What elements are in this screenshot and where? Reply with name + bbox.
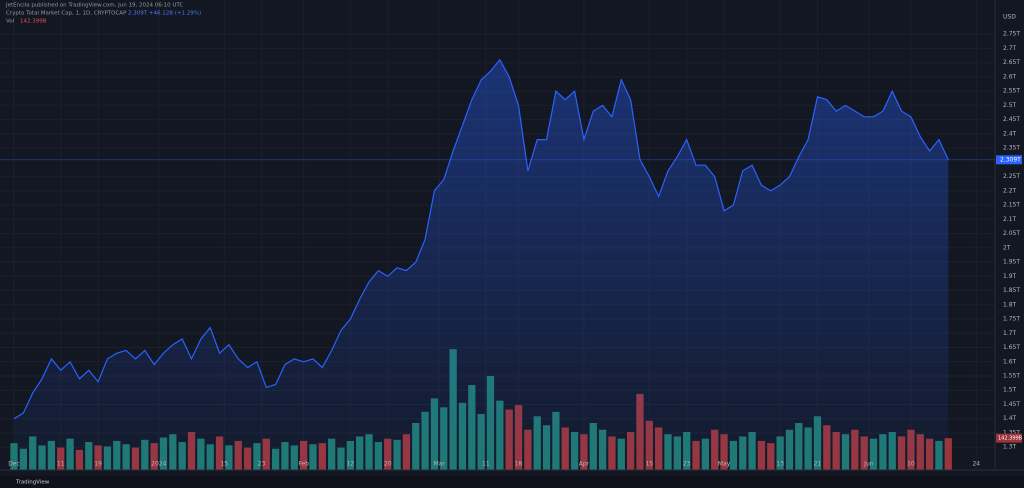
x-tick-label: Feb [298, 461, 309, 468]
last-volume-label: 142.399B [998, 436, 1023, 442]
x-tick-label: Jun [863, 461, 874, 468]
y-tick-label: 2.1T [1003, 216, 1017, 223]
x-tick-label: 2024 [151, 461, 166, 468]
volume-legend: Vol [6, 19, 15, 25]
footer-brand: TradingView [15, 480, 50, 486]
chart-title: Crypto Total Market Cap, 1, 1D, CRYPTOCA… [6, 11, 127, 17]
y-tick-label: 2.25T [1003, 173, 1020, 180]
x-tick-label: 20 [384, 461, 392, 468]
y-unit: USD [1003, 14, 1016, 21]
y-tick-label: 2.45T [1003, 116, 1020, 123]
x-tick-label: 23 [683, 461, 691, 468]
x-tick-label: Apr [579, 461, 590, 468]
x-tick-label: 19 [94, 461, 102, 468]
y-tick-label: 1.95T [1003, 259, 1020, 266]
last-volume-box [996, 433, 1022, 443]
y-tick-label: 2.05T [1003, 230, 1020, 237]
publisher: JetEncila published on TradingView.com, … [5, 3, 183, 9]
y-tick-label: 1.75T [1003, 316, 1020, 323]
y-tick-label: 2.15T [1003, 202, 1020, 209]
x-tick-label: 12 [347, 461, 355, 468]
x-tick-label: Dec [8, 461, 20, 468]
x-tick-label: 15 [645, 461, 653, 468]
y-tick-label: 2.4T [1003, 130, 1017, 137]
y-tick-label: 2.6T [1003, 73, 1017, 80]
y-tick-label: 1.55T [1003, 373, 1020, 380]
y-tick-label: 1.8T [1003, 301, 1017, 308]
y-tick-label: 1.5T [1003, 387, 1017, 394]
y-tick-label: 2.35T [1003, 145, 1020, 152]
y-tick-label: 1.45T [1003, 401, 1020, 408]
x-tick-label: 15 [220, 461, 228, 468]
x-tick-label: 18 [515, 461, 523, 468]
y-tick-label: 2.5T [1003, 102, 1017, 109]
y-tick-label: 1.85T [1003, 287, 1020, 294]
y-tick-label: 1.35T [1003, 429, 1020, 436]
x-tick-label: May [718, 461, 731, 468]
x-tick-label: 11 [482, 461, 490, 468]
y-tick-label: 2.75T [1003, 31, 1020, 38]
volume-legend-value: 142.399B [20, 19, 47, 25]
y-tick-label: 1.65T [1003, 344, 1020, 351]
x-tick-label: 23 [258, 461, 266, 468]
chart-subtitle: 2.309T +46.12B (+1.29%) [128, 11, 201, 17]
area-fill [14, 59, 949, 471]
y-tick-label: 1.6T [1003, 358, 1017, 365]
x-tick-label: Mar [433, 461, 445, 468]
y-tick-label: 2.7T [1003, 45, 1017, 52]
x-tick-label: 10 [907, 461, 915, 468]
y-tick-label: 1.7T [1003, 330, 1017, 337]
last-price-box [996, 155, 1022, 165]
y-tick-label: 1.4T [1003, 415, 1017, 422]
x-tick-label: 11 [57, 461, 65, 468]
y-tick-label: 2.55T [1003, 88, 1020, 95]
last-price-label: 2.309T [1000, 156, 1021, 163]
x-tick-label: 24 [972, 461, 980, 468]
y-tick-label: 2.65T [1003, 59, 1020, 66]
x-tick-label: 21 [814, 461, 822, 468]
y-tick-label: 2T [1003, 244, 1011, 251]
x-tick-label: 13 [776, 461, 784, 468]
y-tick-label: 1.9T [1003, 273, 1017, 280]
y-tick-label: 1.3T [1003, 444, 1017, 451]
y-tick-label: 2.2T [1003, 187, 1017, 194]
price-line [13, 58, 949, 420]
footer-bar [0, 476, 1024, 488]
